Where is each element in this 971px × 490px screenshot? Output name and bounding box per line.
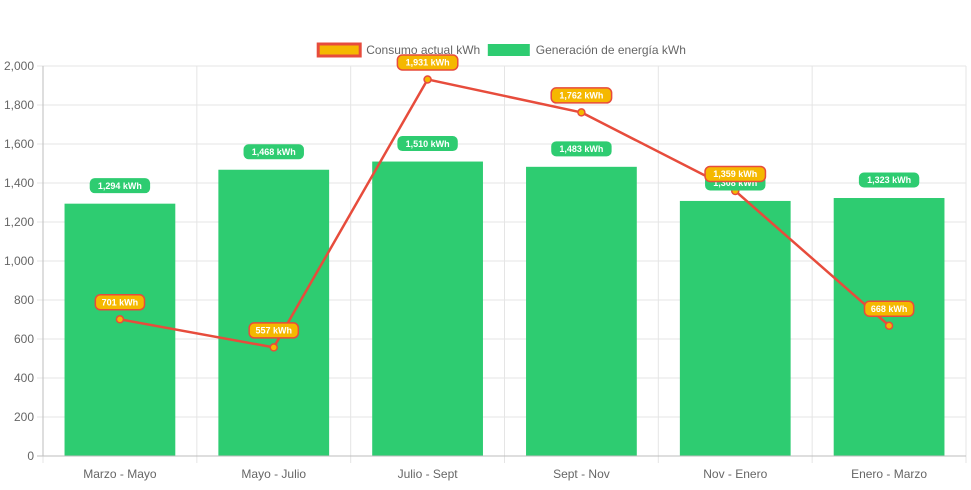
- y-tick-label: 1,400: [4, 176, 34, 190]
- generation-bar[interactable]: [679, 200, 791, 456]
- legend-swatch: [487, 44, 530, 56]
- legend-label: Consumo actual kWh: [366, 43, 480, 57]
- bar-data-label-text: 1,483 kWh: [559, 144, 603, 154]
- bar-data-label-text: 1,468 kWh: [252, 147, 296, 157]
- line-data-label-bg: [550, 87, 613, 104]
- line-data-label-text: 1,359 kWh: [713, 169, 757, 179]
- bar-data-label-bg: [243, 144, 304, 160]
- y-tick-label: 1,800: [4, 98, 34, 112]
- bar-data-label-text: 1,308 kWh: [713, 178, 757, 188]
- bar-data-label: 1,510 kWh: [397, 136, 458, 152]
- consumption-point[interactable]: [884, 321, 894, 330]
- consumption-point[interactable]: [423, 75, 432, 84]
- y-tick-label: 200: [14, 410, 34, 424]
- legend-item-consumption[interactable]: Consumo actual kWh: [316, 42, 480, 58]
- line-data-label: 1,762 kWh: [550, 87, 613, 104]
- generation-bar[interactable]: [64, 203, 176, 456]
- y-tick-label: 1,200: [4, 215, 34, 229]
- line-data-label-text: 1,762 kWh: [559, 91, 603, 101]
- line-data-label-bg: [94, 294, 146, 311]
- bar-data-label-bg: [858, 172, 920, 188]
- y-tick-label: 600: [14, 332, 34, 346]
- x-tick-label: Mayo - Julio: [241, 467, 306, 481]
- x-tick-label: Julio - Sept: [398, 467, 459, 481]
- consumption-point[interactable]: [269, 343, 278, 352]
- generation-bar[interactable]: [218, 169, 330, 457]
- line-data-label: 1,931 kWh: [396, 54, 459, 71]
- line-data-label-bg: [396, 54, 459, 71]
- line-data-label: 701 kWh: [94, 294, 146, 311]
- consumption-line: [119, 78, 890, 349]
- y-tick-label: 0: [27, 449, 34, 463]
- y-tick-label: 1,600: [4, 137, 34, 151]
- bar-data-label: 1,294 kWh: [89, 178, 151, 194]
- line-data-label: 1,359 kWh: [704, 165, 767, 183]
- y-tick-label: 2,000: [4, 59, 34, 73]
- bar-data-label: 1,468 kWh: [243, 144, 304, 160]
- x-tick-label: Sept - Nov: [553, 467, 610, 481]
- y-tick-label: 800: [14, 293, 34, 307]
- line-data-label-bg: [248, 322, 300, 339]
- line-data-label: 557 kWh: [248, 322, 300, 339]
- x-tick-label: Nov - Enero: [703, 467, 767, 481]
- bar-data-label-text: 1,294 kWh: [98, 181, 142, 191]
- bar-data-label: 1,483 kWh: [551, 141, 612, 157]
- line-data-label-text: 668 kWh: [871, 304, 908, 314]
- line-data-label-bg: [863, 300, 915, 317]
- legend-swatch: [316, 42, 362, 58]
- generation-bar[interactable]: [372, 161, 483, 457]
- line-data-label-text: 557 kWh: [255, 326, 292, 336]
- bar-data-label: 1,323 kWh: [858, 172, 920, 188]
- line-data-label-text: 1,931 kWh: [406, 58, 450, 68]
- bar-data-label-bg: [397, 136, 458, 152]
- x-tick-label: Enero - Marzo: [851, 467, 927, 481]
- line-data-label-text: 701 kWh: [102, 298, 139, 308]
- x-tick-label: Marzo - Mayo: [83, 467, 157, 481]
- y-tick-label: 400: [14, 371, 34, 385]
- consumption-point[interactable]: [577, 108, 586, 117]
- bar-data-label-bg: [89, 178, 151, 194]
- bar-data-label-bg: [551, 141, 612, 157]
- legend-label: Generación de energía kWh: [536, 43, 686, 57]
- bar-data-label-text: 1,323 kWh: [867, 175, 911, 185]
- bar-data-label-text: 1,510 kWh: [406, 139, 450, 149]
- line-data-label: 668 kWh: [863, 300, 915, 317]
- generation-bar[interactable]: [526, 166, 637, 456]
- y-tick-label: 1,000: [4, 254, 34, 268]
- line-data-label-bg: [704, 165, 767, 183]
- consumption-point[interactable]: [115, 315, 125, 324]
- legend-item-generation[interactable]: Generación de energía kWh: [487, 43, 686, 57]
